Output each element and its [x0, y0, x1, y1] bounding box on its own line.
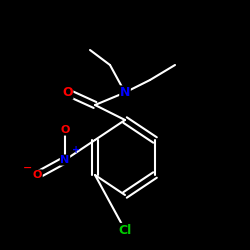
Text: N: N	[60, 155, 70, 165]
Text: N: N	[120, 86, 130, 99]
Text: +: +	[72, 145, 80, 155]
Text: O: O	[62, 86, 73, 99]
Text: O: O	[33, 170, 42, 180]
Text: Cl: Cl	[118, 224, 132, 236]
Text: −: −	[23, 162, 32, 172]
Text: O: O	[60, 125, 70, 135]
